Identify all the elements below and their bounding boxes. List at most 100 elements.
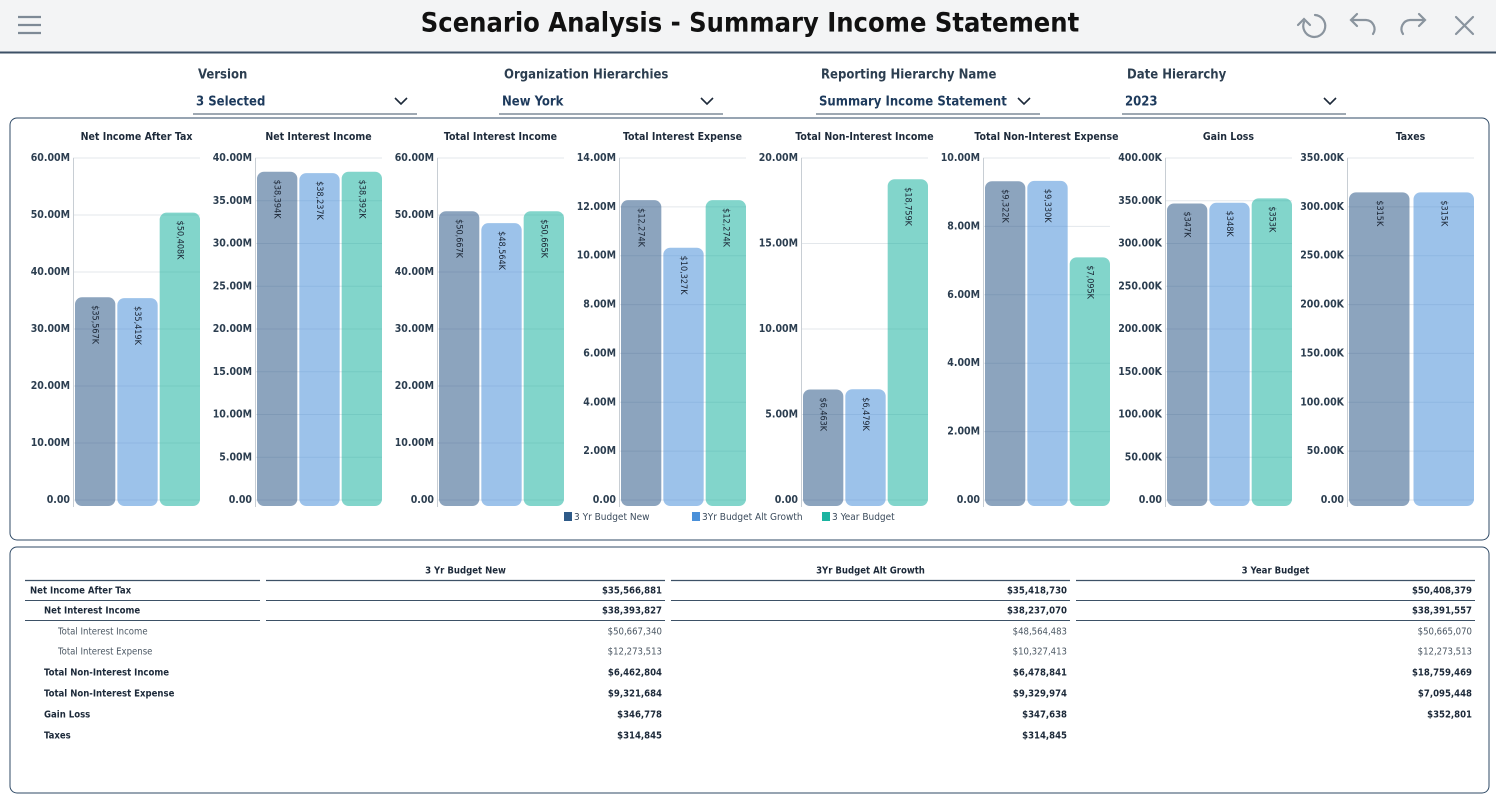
y-tick-label: 300.00K [1118, 238, 1162, 250]
bar [523, 211, 564, 506]
dropdown-box [816, 90, 1040, 114]
dropdown-value: Summary Income Statement [819, 95, 1007, 110]
legend-item[interactable]: 3 Year Budget [822, 512, 895, 523]
table-cell: $35,566,881 [602, 586, 662, 597]
dropdown-value: New York [502, 95, 564, 110]
header-bar [0, 0, 1496, 52]
row-label: Total Non-Interest Expense [44, 689, 175, 700]
y-tick-label: 4.00M [583, 396, 616, 408]
y-tick-label: 5.00M [765, 409, 798, 421]
y-tick-label: 8.00M [947, 220, 980, 232]
y-tick-label: 20.00M [213, 323, 252, 335]
bar [257, 171, 298, 506]
y-tick-label: 0.00 [1321, 494, 1345, 506]
y-tick-label: 300.00K [1300, 201, 1344, 213]
bar-value-label: $12,274K [636, 208, 646, 247]
bar-value-label: $348K [1224, 211, 1234, 238]
legend-swatch [692, 512, 700, 521]
refresh-button[interactable] [1296, 13, 1327, 39]
bar [1209, 202, 1250, 506]
row-label: Net Interest Income [44, 606, 140, 617]
y-tick-label: 60.00M [395, 152, 434, 164]
bar [887, 179, 928, 506]
y-tick-label: 50.00M [31, 209, 70, 221]
redo-button[interactable] [1400, 12, 1427, 36]
y-tick-label: 5.00M [219, 451, 252, 463]
close-button[interactable] [1454, 15, 1475, 36]
y-tick-label: 15.00M [213, 366, 252, 378]
filter-dropdown[interactable]: Summary Income Statement [816, 90, 1040, 115]
legend-item[interactable]: 3Yr Budget Alt Growth [692, 512, 803, 523]
bar [117, 298, 158, 506]
table-cell: $9,321,684 [608, 689, 662, 700]
y-tick-label: 60.00M [31, 152, 70, 164]
y-tick-label: 0.00 [47, 494, 71, 506]
table-cell: $352,801 [1427, 710, 1472, 721]
dropdown-value: 3 Selected [196, 95, 265, 110]
y-tick-label: 25.00M [213, 280, 252, 292]
chart-title: Total Interest Income [444, 131, 557, 143]
y-tick-label: 200.00K [1300, 299, 1344, 311]
y-tick-label: 200.00K [1118, 323, 1162, 335]
bar [1069, 257, 1110, 506]
undo-button[interactable] [1349, 12, 1376, 36]
chart-title: Total Non-Interest Income [795, 131, 933, 143]
legend-swatch [822, 512, 830, 521]
y-tick-label: 6.00M [947, 289, 980, 301]
dropdown-box [1122, 90, 1346, 114]
bar [439, 211, 480, 506]
legend-label: 3Yr Budget Alt Growth [702, 512, 803, 523]
y-tick-label: 40.00M [31, 266, 70, 278]
bar-value-label: $315K [1438, 200, 1448, 227]
bar-value-label: $50,408K [174, 221, 184, 260]
y-tick-label: 4.00M [947, 357, 980, 369]
bar [1413, 192, 1474, 507]
bar-value-label: $48,564K [496, 231, 506, 270]
filter-label: Reporting Hierarchy Name [821, 68, 996, 83]
table-cell: $48,564,483 [1013, 627, 1067, 638]
chart-title: Net Income After Tax [81, 131, 193, 143]
y-tick-label: 0.00 [775, 494, 799, 506]
bar [845, 389, 886, 506]
filter-dropdown[interactable]: New York [499, 90, 723, 115]
table-cell: $12,273,513 [1418, 647, 1472, 658]
row-label: Total Non-Interest Income [44, 668, 169, 679]
table-cell: $50,408,379 [1412, 586, 1472, 597]
y-tick-label: 20.00M [759, 152, 798, 164]
y-tick-label: 2.00M [583, 445, 616, 457]
chart-title: Total Non-Interest Expense [974, 131, 1118, 143]
menu-button[interactable] [18, 15, 41, 35]
y-tick-label: 15.00M [759, 238, 798, 250]
bar [705, 200, 746, 507]
y-tick-label: 350.00K [1118, 195, 1162, 207]
y-tick-label: 0.00 [1139, 494, 1163, 506]
bar [159, 212, 200, 506]
bar-value-label: $35,567K [90, 305, 100, 344]
table-cell: $347,638 [1022, 710, 1067, 721]
table-cell: $7,095,448 [1418, 689, 1472, 700]
y-tick-label: 30.00M [213, 238, 252, 250]
y-tick-label: 100.00K [1118, 409, 1162, 421]
legend-item[interactable]: 3 Yr Budget New [564, 512, 649, 523]
bar-value-label: $38,237K [314, 181, 324, 220]
y-tick-label: 30.00M [395, 323, 434, 335]
y-tick-label: 10.00M [213, 409, 252, 421]
bar [985, 181, 1026, 506]
dropdown-chevron [394, 97, 408, 106]
y-tick-label: 50.00K [1125, 451, 1163, 463]
filter-dropdown[interactable]: 3 Selected [193, 90, 417, 115]
column-header: 3 Year Budget [1242, 566, 1310, 577]
filter-label: Date Hierarchy [1127, 68, 1227, 83]
bar-value-label: $35,419K [132, 306, 142, 345]
y-tick-label: 10.00M [759, 323, 798, 335]
y-tick-label: 0.00 [411, 494, 435, 506]
y-tick-label: 400.00K [1118, 152, 1162, 164]
filter-dropdown[interactable]: 2023 [1122, 90, 1346, 115]
bar-value-label: $50,665K [538, 219, 548, 258]
chart-title: Gain Loss [1203, 131, 1255, 143]
table-cell: $9,329,974 [1013, 689, 1067, 700]
table-cell: $38,237,070 [1007, 606, 1067, 617]
row-label: Gain Loss [44, 710, 90, 721]
bar-value-label: $9,322K [1000, 189, 1010, 223]
bar [299, 173, 340, 506]
